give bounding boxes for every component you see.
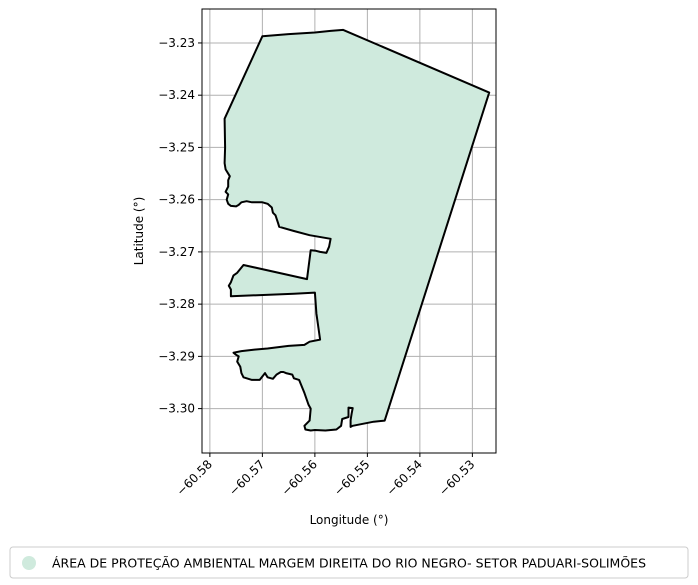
y-tick-label: −3.26 — [158, 193, 195, 207]
y-tick-label: −3.28 — [158, 297, 195, 311]
legend: ÁREA DE PROTEÇÃO AMBIENTAL MARGEM DIREIT… — [9, 546, 689, 579]
x-tick-label: −60.57 — [226, 457, 267, 498]
x-axis-label: Longitude (°) — [310, 513, 389, 527]
x-tick-label: −60.54 — [384, 457, 425, 498]
plot-frame — [201, 8, 497, 454]
y-tick-label: −3.24 — [158, 88, 195, 102]
legend-label: ÁREA DE PROTEÇÃO AMBIENTAL MARGEM DIREIT… — [52, 556, 646, 571]
y-tick-label: −3.23 — [158, 36, 195, 50]
x-tick-label: −60.55 — [331, 457, 372, 498]
y-tick-label: −3.25 — [158, 140, 195, 154]
x-tick-label: −60.58 — [174, 457, 215, 498]
protected-area-polygon — [223, 28, 491, 432]
y-tick-label: −3.30 — [158, 402, 195, 416]
legend-frame — [9, 546, 689, 579]
x-tick-label: −60.56 — [279, 457, 320, 498]
x-tick-label: −60.53 — [436, 457, 477, 498]
y-tick-label: −3.27 — [158, 245, 195, 259]
y-axis-label: Latitude (°) — [132, 197, 146, 266]
y-tick-label: −3.29 — [158, 349, 195, 363]
legend-marker — [22, 556, 36, 570]
